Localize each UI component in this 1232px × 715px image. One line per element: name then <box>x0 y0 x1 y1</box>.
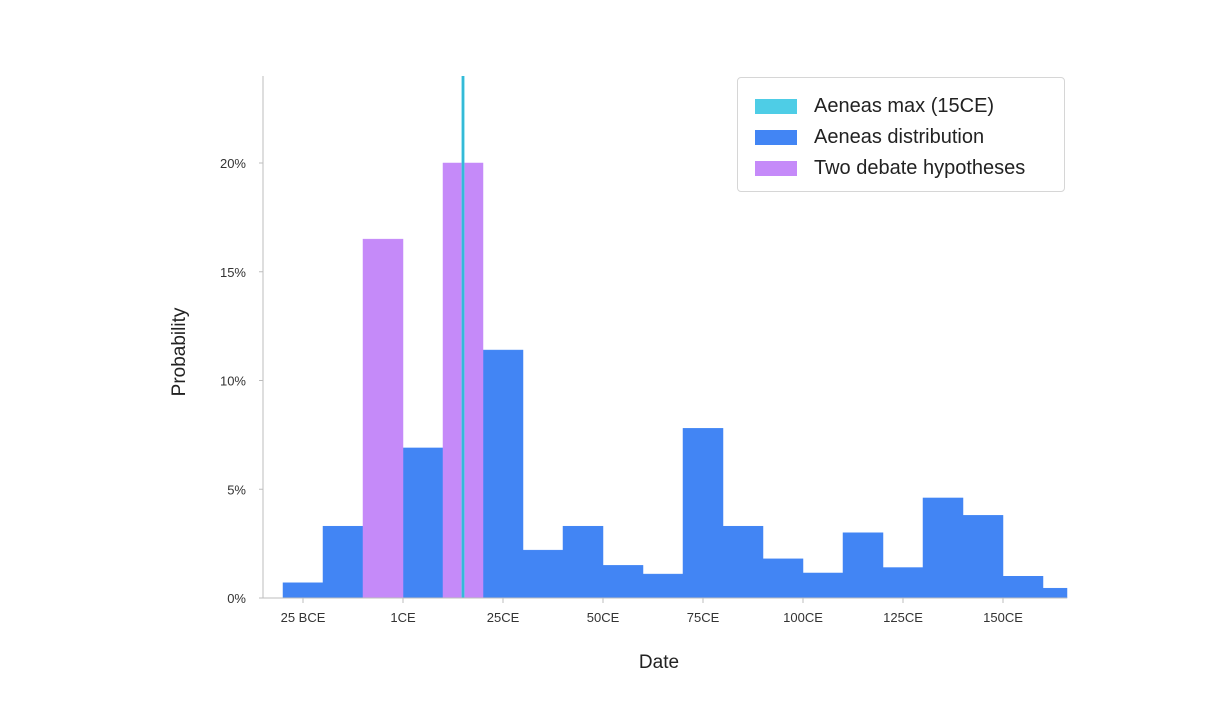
distribution-bar <box>482 349 524 599</box>
x-tick-label: 25 BCE <box>281 610 326 625</box>
legend: Aeneas max (15CE) Aeneas distribution Tw… <box>737 77 1065 192</box>
distribution-bar <box>522 549 564 599</box>
legend-label: Aeneas distribution <box>814 126 985 148</box>
axes: 25 BCE 1CE 25CE 50CE 75CE 100CE 125CE 150CE 0% 5%… <box>220 76 1067 625</box>
y-tick-label: 5% <box>227 482 246 497</box>
legend-swatch <box>755 130 797 145</box>
y-tick-label: 10% <box>220 374 246 389</box>
x-tick-label: 25CE <box>487 610 520 625</box>
distribution-bar <box>1042 587 1068 599</box>
y-tick-label: 20% <box>220 156 246 171</box>
legend-swatch <box>755 99 797 114</box>
distribution-bar <box>802 572 844 599</box>
distribution-bar <box>882 567 924 599</box>
x-axis-label: Date <box>639 652 679 673</box>
distribution-bar <box>722 525 764 599</box>
distribution-bar <box>922 497 964 599</box>
distribution-bar <box>642 573 684 599</box>
x-tick-label: 100CE <box>783 610 823 625</box>
legend-swatch <box>755 161 797 176</box>
distribution-bar <box>562 525 604 599</box>
distribution-bar <box>602 565 644 599</box>
distribution-bar <box>762 558 804 599</box>
x-tick-label: 1CE <box>390 610 416 625</box>
x-tick-label: 125CE <box>883 610 923 625</box>
hypothesis-bar <box>362 238 404 599</box>
legend-item-aeneas-max: Aeneas max (15CE) <box>738 91 1064 122</box>
y-tick-label: 0% <box>227 591 246 606</box>
distribution-bar <box>1002 576 1044 599</box>
legend-label: Aeneas max (15CE) <box>814 95 995 117</box>
distribution-bar <box>962 515 1004 599</box>
y-tick-label: 15% <box>220 265 246 280</box>
distribution-bar <box>682 428 724 599</box>
legend-item-aeneas-distribution: Aeneas distribution <box>738 122 1064 153</box>
bars <box>282 76 1068 599</box>
y-axis-label: Probability <box>169 307 190 396</box>
x-tick-label: 75CE <box>687 610 720 625</box>
x-tick-label: 150CE <box>983 610 1023 625</box>
legend-label: Two debate hypotheses <box>814 157 1026 179</box>
distribution-bar <box>402 447 444 599</box>
distribution-bar <box>322 525 364 599</box>
x-tick-label: 50CE <box>587 610 620 625</box>
distribution-bar <box>282 582 324 599</box>
legend-item-debate-hypotheses: Two debate hypotheses <box>738 153 1064 184</box>
distribution-bar <box>842 532 884 599</box>
